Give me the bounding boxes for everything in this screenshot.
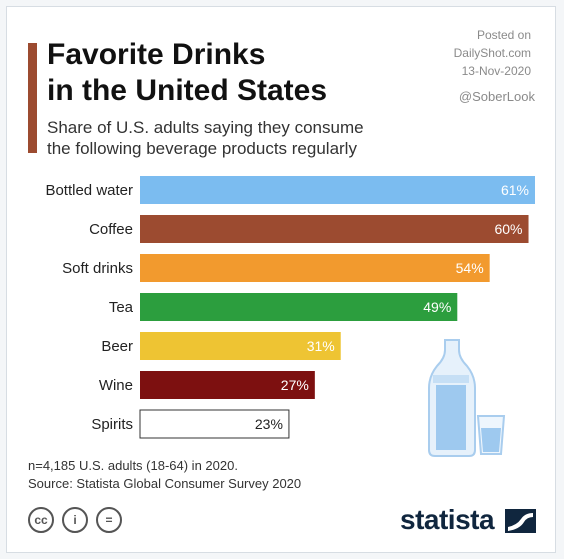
chart-subtitle-line-2: the following beverage products regularl… [47,139,357,158]
chart-title: Favorite Drinks in the United States [47,37,407,109]
bottle-label-band [433,375,469,383]
creative-commons-icon[interactable]: cc [28,507,54,533]
statista-logo-mark-icon [505,509,536,533]
bar [140,215,529,243]
right-margin [556,0,564,559]
bar [140,371,315,399]
value-label: 61% [501,182,529,198]
chart-subtitle-line-1: Share of U.S. adults saying they consume [47,118,364,137]
chart-title-line-1: Favorite Drinks [47,38,266,71]
value-label: 27% [281,377,309,393]
glass-water-fill [481,428,501,452]
category-label: Wine [99,377,133,394]
category-label: Coffee [89,221,133,238]
bottle-water-fill [436,385,466,450]
category-label: Spirits [91,416,133,433]
statista-logo[interactable]: statista [400,504,495,535]
category-label: Beer [101,338,133,355]
bar [140,176,535,204]
posted-credit: Posted on DailyShot.com 13-Nov-2020 [454,26,531,80]
bar [140,293,458,321]
chart-title-line-2: in the United States [47,74,328,107]
value-label: 54% [456,260,484,276]
bar [140,254,490,282]
chart-subtitle: Share of U.S. adults saying they consume… [47,117,407,159]
title-accent-bar [28,43,37,153]
sample-note: n=4,185 U.S. adults (18-64) in 2020. [28,458,238,473]
posted-on-label: Posted on [476,28,531,42]
source-note: Source: Statista Global Consumer Survey … [28,476,302,491]
author-handle: @SoberLook [458,89,535,104]
attribution-icon[interactable]: i [62,507,88,533]
value-label: 31% [307,338,335,354]
value-label: 60% [494,221,522,237]
category-label: Soft drinks [62,260,133,277]
category-label: Bottled water [45,182,133,199]
posted-site: DailyShot.com [453,46,531,60]
bar [139,409,290,439]
no-derivatives-icon[interactable]: = [96,507,122,533]
category-label: Tea [109,299,134,316]
value-label: 23% [255,416,283,432]
water-bottle-illustration [428,339,506,457]
bar [140,332,341,360]
bars-group: Bottled water 61% Coffee 60% Soft drinks 54% T… [45,176,535,439]
value-label: 49% [423,299,451,315]
posted-date: 13-Nov-2020 [461,64,531,78]
